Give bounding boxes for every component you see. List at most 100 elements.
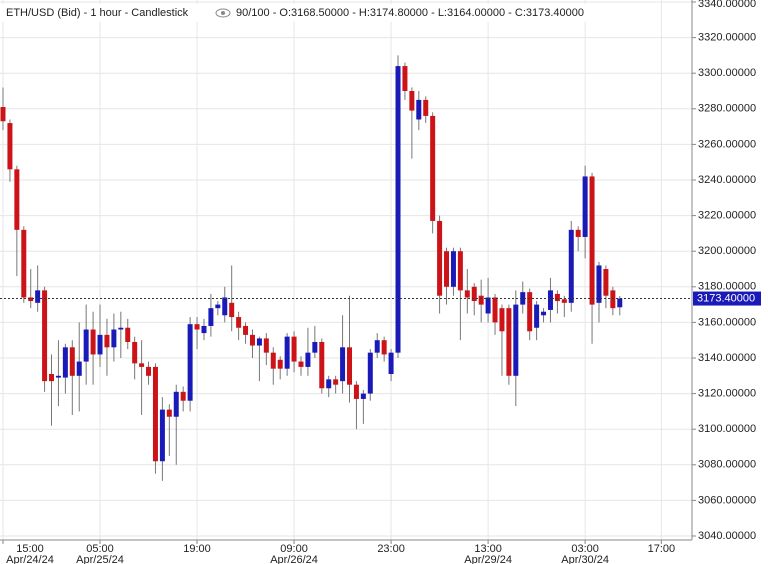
candle-body <box>485 297 491 314</box>
y-tick-label: 3320.00000 <box>698 32 756 44</box>
candle-body <box>42 290 48 382</box>
candle-body <box>277 359 283 369</box>
candle-body <box>395 66 401 353</box>
candle-body <box>111 329 117 348</box>
candle-body <box>125 327 131 342</box>
candle-body <box>28 297 34 302</box>
candle-body <box>118 327 124 330</box>
candle-body <box>14 169 20 230</box>
candle-body <box>568 229 574 303</box>
candle-body <box>402 66 408 91</box>
candle-body <box>305 352 311 367</box>
candle-body <box>90 329 96 355</box>
candle-body <box>298 361 304 367</box>
grid <box>0 0 692 540</box>
y-tick-label: 3040.00000 <box>698 530 756 542</box>
candle-body <box>159 409 165 462</box>
candle-body <box>499 308 505 332</box>
candle-body <box>256 338 262 346</box>
candle-body <box>236 317 242 328</box>
x-tick-date: Apr/29/24 <box>464 554 512 564</box>
candle-body <box>589 176 595 305</box>
candle-body <box>21 229 27 298</box>
candle-body <box>166 409 172 417</box>
candle-body <box>437 220 443 296</box>
candle-body <box>444 251 450 287</box>
y-tick-label: 3300.00000 <box>698 67 756 79</box>
candle-body <box>146 366 152 376</box>
candle-body <box>513 304 519 376</box>
candle-body <box>492 297 498 323</box>
y-tick-label: 3100.00000 <box>698 423 756 435</box>
x-tick-label: 05:00 <box>86 543 114 555</box>
candle-body <box>457 251 463 291</box>
candle-body <box>0 107 6 122</box>
candle-body <box>201 325 207 334</box>
chart-info: 90/100 - O:3168.50000 - H:3174.80000 - L… <box>236 7 584 19</box>
candle-body <box>340 347 346 382</box>
candle-body <box>582 176 588 237</box>
candle-body <box>291 336 297 362</box>
candle-body <box>520 292 526 305</box>
candle-body <box>319 341 325 389</box>
y-tick-label: 3140.00000 <box>698 352 756 364</box>
candle-body <box>527 292 533 332</box>
x-tick-label: 23:00 <box>377 543 405 555</box>
header-bg <box>2 4 642 22</box>
candle-body <box>243 325 249 335</box>
candle-body <box>381 340 387 355</box>
candle-body <box>547 290 553 310</box>
candle-body <box>423 99 429 116</box>
candle-body <box>374 340 380 353</box>
candle-body <box>187 324 193 401</box>
candle-body <box>104 334 110 348</box>
candle-body <box>180 391 186 401</box>
candle-body <box>208 308 214 326</box>
candle-body <box>76 361 82 376</box>
candle-body <box>367 352 373 394</box>
candle-body <box>215 304 221 309</box>
x-tick-label: 19:00 <box>183 543 211 555</box>
candle-body <box>229 302 235 318</box>
candle-body <box>617 298 623 308</box>
candle-body <box>388 352 394 375</box>
candle-body <box>263 338 269 353</box>
candle-body <box>7 123 13 170</box>
candle-body <box>222 297 228 316</box>
candle-body <box>132 341 138 364</box>
eye-icon <box>215 8 231 18</box>
y-tick-label: 3200.00000 <box>698 245 756 257</box>
candle-body <box>561 299 567 303</box>
y-tick-label: 3180.00000 <box>698 281 756 293</box>
candles <box>0 55 623 481</box>
x-tick-label: 15:00 <box>16 543 44 555</box>
candle-body <box>326 379 332 389</box>
candle-body <box>450 251 456 287</box>
y-tick-label: 3060.00000 <box>698 494 756 506</box>
candle-body <box>194 324 200 330</box>
candle-body <box>62 347 68 378</box>
x-tick-label: 13:00 <box>474 543 502 555</box>
y-tick-label: 3160.00000 <box>698 316 756 328</box>
y-tick-label: 3080.00000 <box>698 459 756 471</box>
candle-body <box>69 347 75 376</box>
last-price-box <box>693 291 761 306</box>
candle-body <box>603 269 609 296</box>
candle-body <box>541 311 547 316</box>
candle-body <box>270 352 276 369</box>
candle-body <box>353 384 359 399</box>
candle-body <box>478 295 484 305</box>
x-tick-label: 03:00 <box>571 543 599 555</box>
x-tick-date: Apr/24/24 <box>6 554 54 564</box>
y-tick-label: 3340.00000 <box>698 0 756 10</box>
candle-body <box>409 91 415 111</box>
y-tick-label: 3220.00000 <box>698 210 756 222</box>
candle-body <box>506 308 512 376</box>
y-tick-label: 3280.00000 <box>698 103 756 115</box>
candle-body <box>575 229 581 237</box>
y-tick-label: 3260.00000 <box>698 138 756 150</box>
candle-body <box>152 366 158 462</box>
candle-body <box>610 290 616 309</box>
